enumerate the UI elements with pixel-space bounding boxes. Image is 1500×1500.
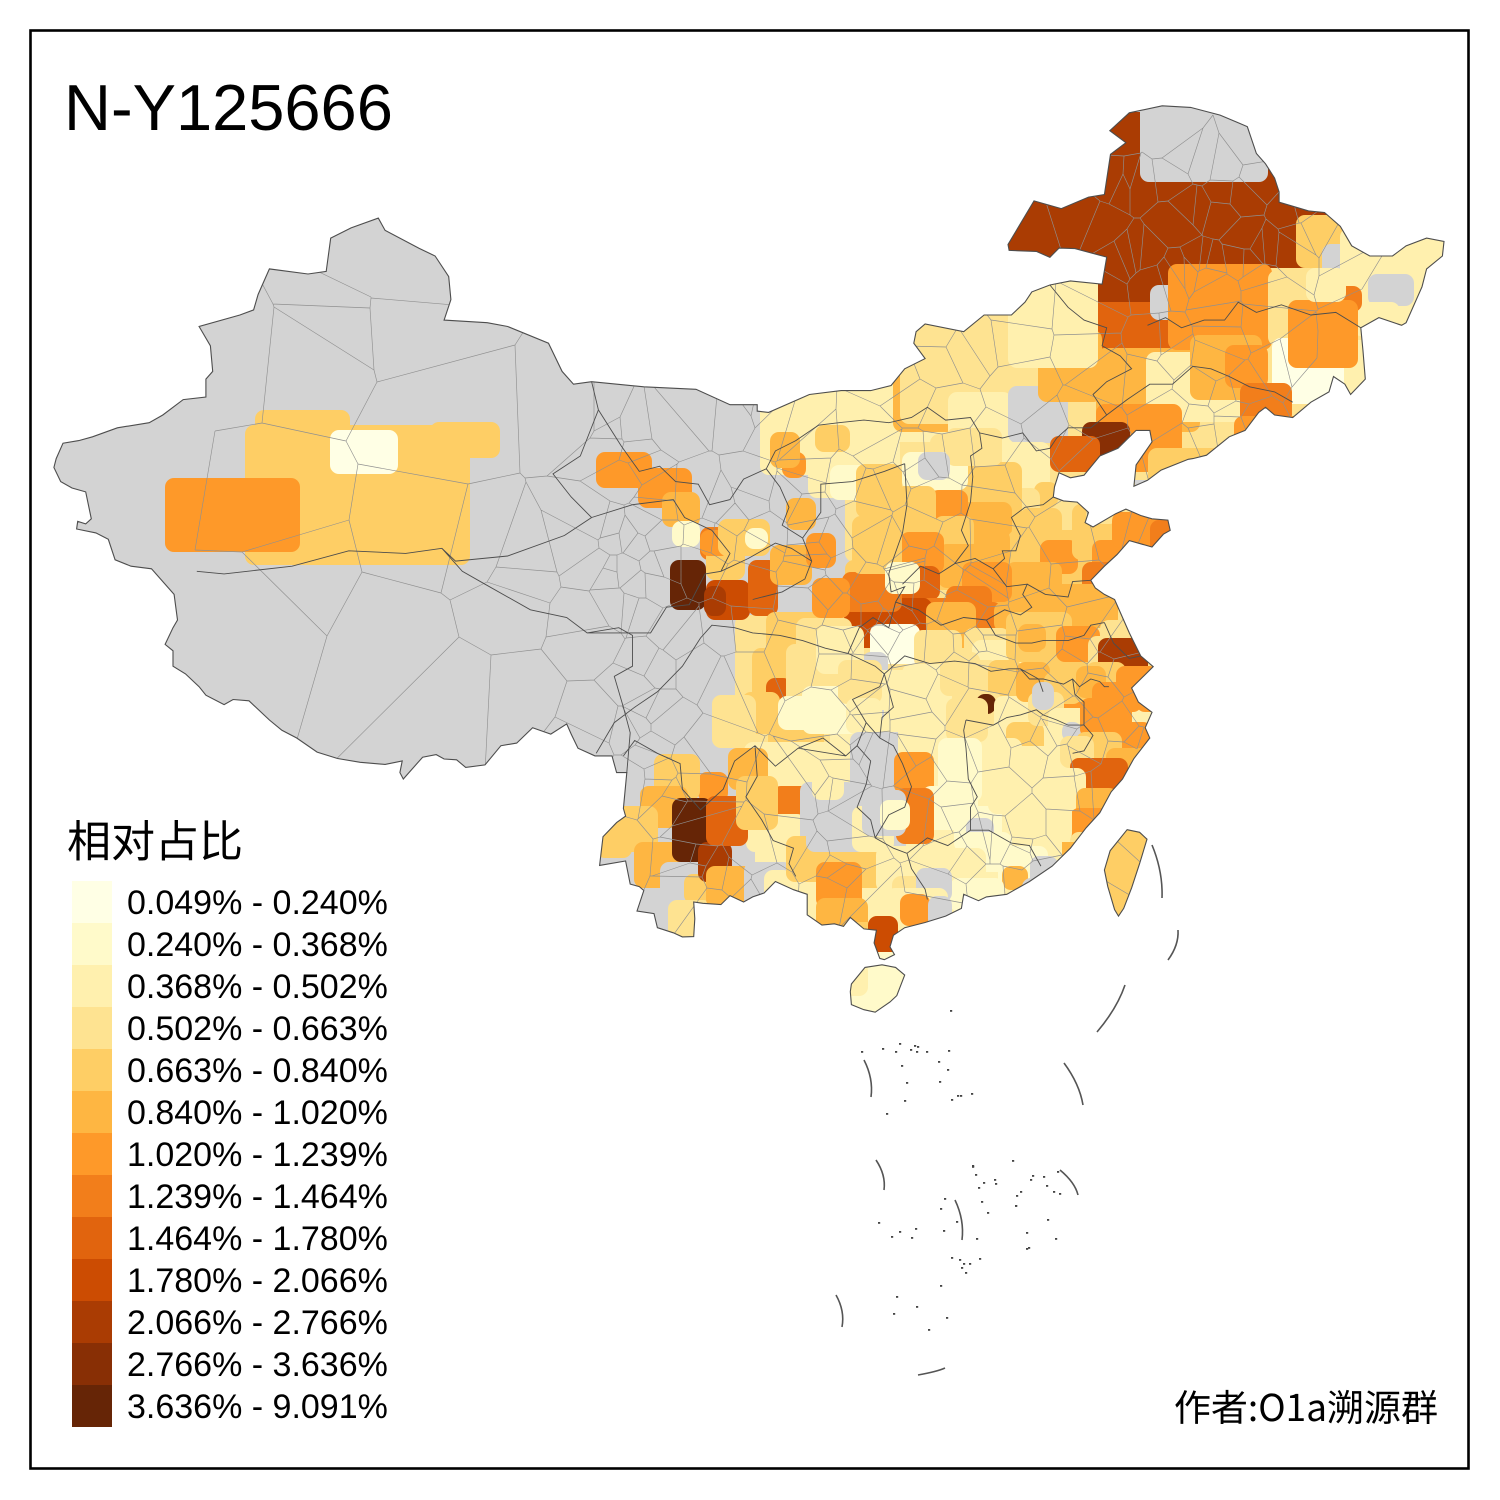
svg-text:1.780% - 2.066%: 1.780% - 2.066% xyxy=(127,1262,388,1300)
svg-text:0.663% - 0.840%: 0.663% - 0.840% xyxy=(127,1052,388,1090)
svg-text:2.766% - 3.636%: 2.766% - 3.636% xyxy=(127,1346,388,1384)
svg-text:0.240% - 0.368%: 0.240% - 0.368% xyxy=(127,926,388,964)
svg-text:1.239% - 1.464%: 1.239% - 1.464% xyxy=(127,1178,388,1216)
svg-text:0.049% - 0.240%: 0.049% - 0.240% xyxy=(127,884,388,922)
svg-text:0.502% - 0.663%: 0.502% - 0.663% xyxy=(127,1010,388,1048)
svg-text:3.636% - 9.091%: 3.636% - 9.091% xyxy=(127,1388,388,1426)
svg-text:2.066% - 2.766%: 2.066% - 2.766% xyxy=(127,1304,388,1342)
svg-text:1.464% - 1.780%: 1.464% - 1.780% xyxy=(127,1220,388,1258)
svg-text:1.020% - 1.239%: 1.020% - 1.239% xyxy=(127,1136,388,1174)
svg-text:0.840% - 1.020%: 0.840% - 1.020% xyxy=(127,1094,388,1132)
svg-text:0.368% - 0.502%: 0.368% - 0.502% xyxy=(127,968,388,1006)
svg-text:N-Y125666: N-Y125666 xyxy=(64,71,393,144)
